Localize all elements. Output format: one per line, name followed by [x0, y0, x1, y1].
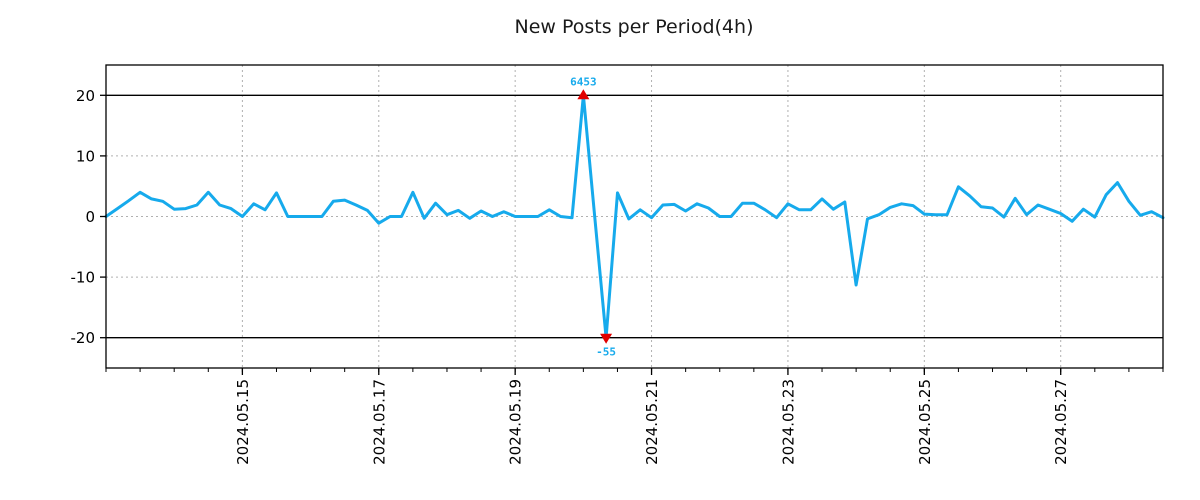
series-line: [104, 93, 1165, 340]
data-line: [104, 93, 1165, 340]
max-annotation: 6453: [570, 75, 597, 88]
x-tick-label: 2024.05.21: [643, 379, 661, 465]
x-tick-label: 2024.05.27: [1052, 379, 1070, 465]
x-tick-label: 2024.05.17: [370, 379, 388, 465]
max-marker-icon: [577, 89, 590, 100]
chart-title: New Posts per Period(4h): [515, 16, 754, 38]
x-tick-label: 2024.05.15: [234, 379, 252, 465]
y-tick-label: -20: [71, 329, 96, 347]
x-tick-label: 2024.05.19: [507, 379, 525, 465]
min-annotation: -55: [596, 346, 616, 359]
x-tick-label: 2024.05.23: [779, 379, 797, 465]
x-tick-label: 2024.05.25: [916, 379, 934, 465]
y-tick-label: 0: [85, 208, 95, 226]
axes: 20 10 0 -10 -20 2024.05.15 2024.05.17 2024.05.1…: [71, 64, 1164, 465]
y-tick-label: 20: [76, 87, 95, 105]
min-marker-icon: [600, 333, 613, 344]
y-tick-label: 10: [76, 147, 95, 165]
annotations: 6453 -55: [570, 75, 616, 358]
y-tick-label: -10: [71, 269, 96, 287]
